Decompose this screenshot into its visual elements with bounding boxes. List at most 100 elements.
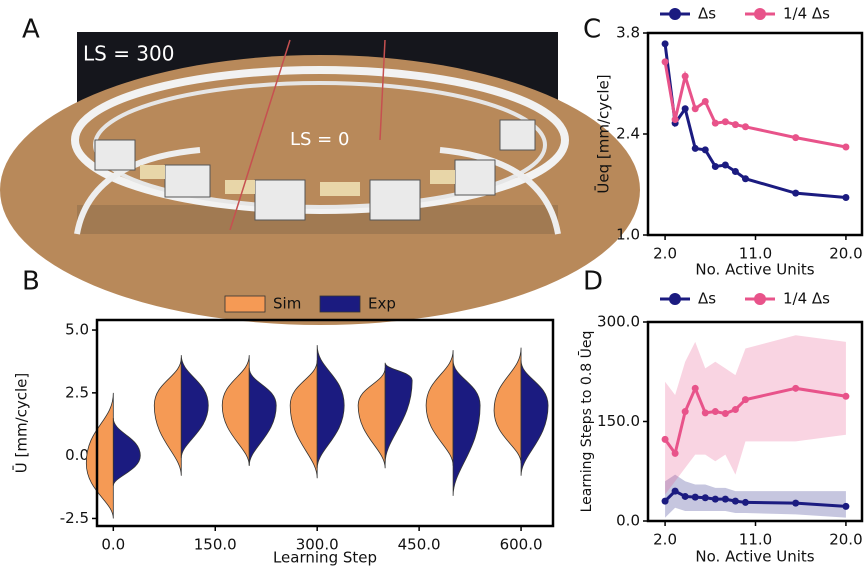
legend-swatch [224,295,266,313]
y-tick-label: 1.0 [616,226,640,244]
point [792,384,800,392]
point [741,175,749,183]
x-tick-label: 20.0 [829,245,862,263]
point [681,492,689,500]
x-axis-label: Learning Step [273,549,377,567]
error-band [665,335,846,495]
point [701,409,709,417]
y-tick-label: 0.0 [65,446,89,464]
panel-label: D [583,267,603,297]
point [741,498,749,506]
annotation: LS = 300 [83,42,174,66]
point [842,392,850,400]
point [701,98,709,106]
legend-label: Δs [698,5,716,23]
half-violin [316,345,345,469]
plot-frame [646,31,864,237]
point [671,449,679,457]
photo [0,32,640,325]
x-tick-label: 450.0 [398,536,441,554]
point [721,161,729,169]
legend-label: 1/4 Δs [783,5,830,23]
point [661,497,669,505]
point [792,499,800,507]
panel-label: C [583,15,601,45]
y-axis-label: Learning Steps to 0.8 Ūeq [578,331,595,513]
y-tick-label: 5.0 [65,321,89,339]
point [731,121,739,129]
point [792,189,800,197]
half-violin [520,360,549,476]
point [711,495,719,503]
x-tick-label: 2.0 [653,245,677,263]
point [661,58,669,66]
legend-marker [669,8,681,20]
y-tick-label: 3.8 [616,24,640,42]
legend-marker [669,293,681,305]
point [701,146,709,154]
half-violin [221,355,250,466]
series-line [663,43,847,199]
point [691,105,699,113]
point [681,72,689,80]
point [691,144,699,152]
x-tick-label: 300.0 [296,536,339,554]
legend-label: Exp [368,295,396,313]
panel-label: B [22,267,40,297]
point [661,40,669,48]
y-axis-label: Ūeq [mm/cycle] [594,74,613,193]
half-violin [357,367,386,469]
point [711,119,719,127]
y-axis-label: Ū [mm/cycle] [12,373,31,474]
x-tick-label: 600.0 [500,536,543,554]
half-violin [384,362,413,464]
point [711,408,719,416]
x-tick-label: 20.0 [829,531,862,549]
legend-marker [754,8,766,20]
point [842,502,850,510]
point [701,494,709,502]
point [691,384,699,392]
y-tick-label: -2.5 [60,509,89,527]
legend-label: 1/4 Δs [783,290,830,308]
error-band [665,474,846,518]
legend-swatch [319,295,361,313]
panel-label: A [22,15,40,45]
point [721,118,729,126]
point [842,193,850,201]
x-tick-label: 0.0 [101,536,125,554]
point [731,497,739,505]
point [842,143,850,151]
point [721,495,729,503]
annotation: LS = 0 [290,129,349,150]
point [741,123,749,131]
x-axis-label: No. Active Units [695,548,814,566]
legend-marker [754,293,766,305]
half-violin [248,367,277,466]
point [711,162,719,170]
half-violin [493,347,522,464]
x-tick-label: 11.0 [739,531,772,549]
half-violin [180,355,209,459]
point [661,435,669,443]
y-tick-label: 300.0 [597,313,640,331]
x-tick-label: 11.0 [739,245,772,263]
y-tick-label: 0.0 [616,512,640,530]
y-tick-label: 150.0 [597,412,640,430]
plot-frame [95,318,555,528]
y-tick-label: 2.5 [65,383,89,401]
half-violin [112,417,141,486]
point [731,406,739,414]
point [721,410,729,418]
legend-label: Δs [698,290,716,308]
point [671,487,679,495]
x-tick-label: 150.0 [194,536,237,554]
half-violin [289,360,318,479]
x-tick-label: 2.0 [653,531,677,549]
point [681,105,689,113]
half-violin [85,392,114,519]
plot-frame [646,320,864,523]
half-violin [452,360,481,496]
x-axis-label: No. Active Units [695,261,814,279]
